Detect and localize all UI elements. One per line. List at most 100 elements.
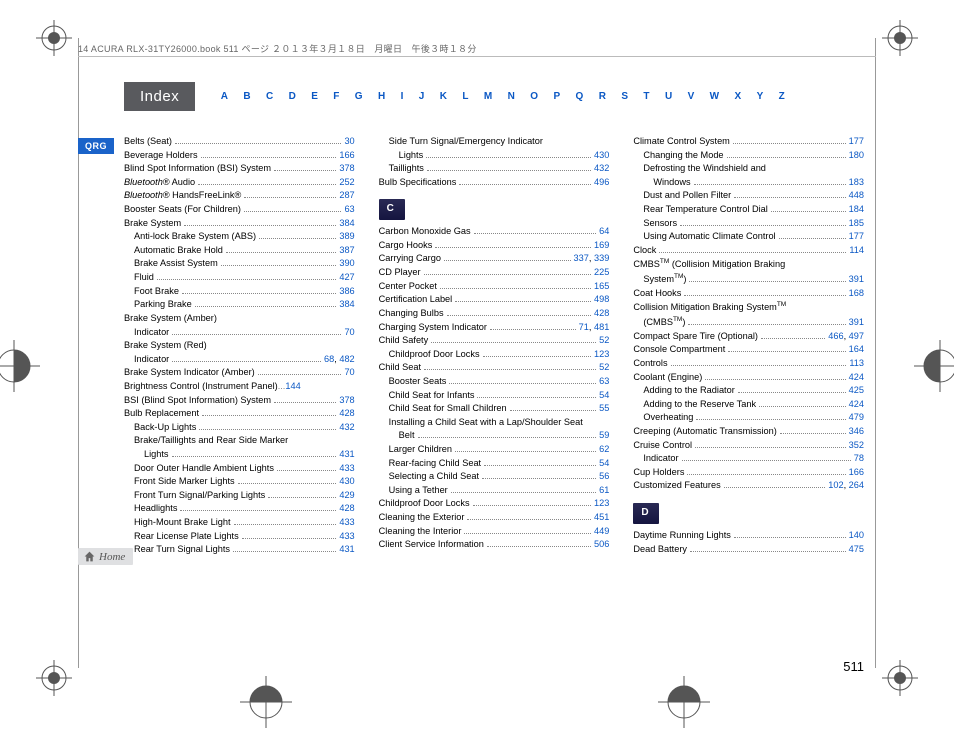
entry-page[interactable]: 54: [599, 457, 609, 471]
qrg-badge[interactable]: QRG: [78, 138, 114, 154]
alpha-link-j[interactable]: J: [419, 91, 425, 102]
entry-page[interactable]: 68, 482: [324, 353, 355, 367]
alpha-link-a[interactable]: A: [221, 91, 229, 102]
alpha-link-w[interactable]: W: [710, 91, 720, 102]
alpha-link-f[interactable]: F: [333, 91, 340, 102]
alpha-link-g[interactable]: G: [355, 91, 363, 102]
entry-page[interactable]: 431: [339, 448, 354, 462]
entry-page[interactable]: 55: [599, 402, 609, 416]
alpha-link-e[interactable]: E: [311, 91, 318, 102]
alpha-link-h[interactable]: H: [378, 91, 386, 102]
alpha-link-k[interactable]: K: [440, 91, 448, 102]
entry-page[interactable]: 177: [849, 230, 864, 244]
entry-page[interactable]: 54: [599, 389, 609, 403]
entry-page[interactable]: 30: [344, 135, 354, 149]
alpha-link-b[interactable]: B: [243, 91, 251, 102]
alpha-link-l[interactable]: L: [462, 91, 469, 102]
entry-page[interactable]: 166: [339, 149, 354, 163]
entry-page[interactable]: 389: [339, 230, 354, 244]
alpha-link-s[interactable]: S: [621, 91, 628, 102]
entry-page[interactable]: 386: [339, 285, 354, 299]
entry-page[interactable]: 185: [849, 217, 864, 231]
entry-page[interactable]: 63: [344, 203, 354, 217]
entry-page[interactable]: 337, 339: [574, 252, 610, 266]
entry-page[interactable]: 427: [339, 271, 354, 285]
entry-page[interactable]: 71, 481: [579, 321, 610, 335]
entry-page[interactable]: 496: [594, 176, 609, 190]
entry-page[interactable]: 225: [594, 266, 609, 280]
entry-page[interactable]: 384: [339, 298, 354, 312]
entry-page[interactable]: 70: [344, 366, 354, 380]
entry-page[interactable]: 102, 264: [828, 479, 864, 493]
entry-page[interactable]: 144: [285, 380, 300, 394]
entry-page[interactable]: 62: [599, 443, 609, 457]
entry-page[interactable]: 390: [339, 257, 354, 271]
entry-page[interactable]: 64: [599, 225, 609, 239]
entry-page[interactable]: 498: [594, 293, 609, 307]
entry-page[interactable]: 52: [599, 334, 609, 348]
alpha-link-m[interactable]: M: [484, 91, 493, 102]
entry-page[interactable]: 177: [849, 135, 864, 149]
entry-page[interactable]: 164: [849, 343, 864, 357]
entry-page[interactable]: 448: [849, 189, 864, 203]
entry-page[interactable]: 428: [339, 502, 354, 516]
entry-page[interactable]: 432: [339, 421, 354, 435]
entry-page[interactable]: 428: [594, 307, 609, 321]
entry-page[interactable]: 433: [339, 516, 354, 530]
entry-page[interactable]: 425: [849, 384, 864, 398]
entry-page[interactable]: 352: [849, 439, 864, 453]
entry-page[interactable]: 61: [599, 484, 609, 498]
alpha-link-q[interactable]: Q: [576, 91, 584, 102]
entry-page[interactable]: 433: [339, 462, 354, 476]
entry-page[interactable]: 384: [339, 217, 354, 231]
entry-page[interactable]: 166: [849, 466, 864, 480]
entry-page[interactable]: 168: [849, 287, 864, 301]
entry-page[interactable]: 180: [849, 149, 864, 163]
entry-page[interactable]: 59: [599, 429, 609, 443]
alpha-link-v[interactable]: V: [688, 91, 695, 102]
alpha-link-d[interactable]: D: [289, 91, 297, 102]
entry-page[interactable]: 449: [594, 525, 609, 539]
entry-page[interactable]: 466, 497: [828, 330, 864, 344]
entry-page[interactable]: 424: [849, 398, 864, 412]
entry-page[interactable]: 428: [339, 407, 354, 421]
alpha-link-r[interactable]: R: [599, 91, 607, 102]
entry-page[interactable]: 506: [594, 538, 609, 552]
entry-page[interactable]: 63: [599, 375, 609, 389]
alpha-link-o[interactable]: O: [530, 91, 538, 102]
alpha-link-t[interactable]: T: [643, 91, 650, 102]
entry-page[interactable]: 431: [339, 543, 354, 557]
entry-page[interactable]: 391: [849, 316, 864, 330]
entry-page[interactable]: 78: [854, 452, 864, 466]
entry-page[interactable]: 433: [339, 530, 354, 544]
entry-page[interactable]: 429: [339, 489, 354, 503]
entry-page[interactable]: 52: [599, 361, 609, 375]
entry-page[interactable]: 165: [594, 280, 609, 294]
alpha-link-i[interactable]: I: [401, 91, 404, 102]
entry-page[interactable]: 123: [594, 497, 609, 511]
entry-page[interactable]: 432: [594, 162, 609, 176]
entry-page[interactable]: 114: [849, 244, 864, 258]
entry-page[interactable]: 391: [849, 273, 864, 287]
alpha-link-n[interactable]: N: [508, 91, 516, 102]
alpha-link-z[interactable]: Z: [779, 91, 786, 102]
entry-page[interactable]: 387: [339, 244, 354, 258]
alpha-link-y[interactable]: Y: [757, 91, 764, 102]
entry-page[interactable]: 479: [849, 411, 864, 425]
entry-page[interactable]: 123: [594, 348, 609, 362]
entry-page[interactable]: 140: [849, 529, 864, 543]
alpha-link-x[interactable]: X: [734, 91, 741, 102]
entry-page[interactable]: 346: [849, 425, 864, 439]
entry-page[interactable]: 430: [594, 149, 609, 163]
entry-page[interactable]: 70: [344, 326, 354, 340]
entry-page[interactable]: 184: [849, 203, 864, 217]
entry-page[interactable]: 169: [594, 239, 609, 253]
alpha-link-u[interactable]: U: [665, 91, 673, 102]
entry-page[interactable]: 475: [849, 543, 864, 557]
alpha-link-c[interactable]: C: [266, 91, 274, 102]
entry-page[interactable]: 113: [849, 357, 864, 371]
entry-page[interactable]: 378: [339, 162, 354, 176]
entry-page[interactable]: 287: [339, 189, 354, 203]
entry-page[interactable]: 56: [599, 470, 609, 484]
entry-page[interactable]: 378: [339, 394, 354, 408]
